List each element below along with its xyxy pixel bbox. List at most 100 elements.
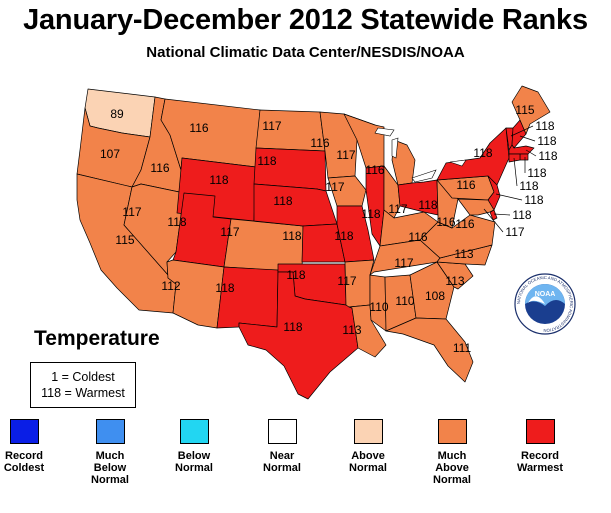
state-fl <box>385 317 474 383</box>
state-rank-ar: 117 <box>337 274 356 288</box>
leader-line-vt <box>510 125 534 137</box>
state-ct <box>508 153 521 163</box>
state-rank-nc: 113 <box>454 247 473 261</box>
state-me <box>511 85 551 135</box>
legend-label: Record Warmest <box>516 450 564 474</box>
state-rank-ga: 108 <box>425 289 445 303</box>
rank-key-coldest: 1 = Coldest <box>51 370 115 384</box>
state-rank-or: 107 <box>100 147 120 161</box>
rank-key-box: 1 = Coldest 118 = Warmest <box>30 362 136 408</box>
state-ms <box>369 274 387 332</box>
state-rank-in: 117 <box>388 202 407 216</box>
legend-swatch <box>353 419 383 444</box>
legend-label: Much Above Normal <box>433 450 471 486</box>
state-rank-tx: 118 <box>283 320 302 334</box>
great-lake <box>391 137 399 159</box>
legend: Record Coldest Much Below Normal Below Nor… <box>0 419 611 513</box>
state-nh <box>511 119 527 149</box>
state-rank-nj: 118 <box>524 193 543 207</box>
state-rank-ne: 118 <box>273 194 292 208</box>
state-rank-de: 118 <box>512 208 531 222</box>
legend-item: Much Above Normal <box>412 419 492 486</box>
legend-item: Record Coldest <box>0 419 64 474</box>
panel-title: Temperature <box>34 327 160 350</box>
legend-swatch <box>179 419 209 444</box>
state-ri <box>519 153 529 161</box>
leader-line-ct <box>513 157 518 187</box>
state-rank-ut: 118 <box>167 215 186 229</box>
legend-item: Below Normal <box>154 419 234 474</box>
state-rank-wi: 117 <box>336 148 355 162</box>
state-rank-va: 116 <box>455 217 474 231</box>
page-subtitle: National Climatic Data Center/NESDIS/NOA… <box>146 44 465 61</box>
state-rank-ca: 115 <box>115 233 134 247</box>
legend-label: Below Normal <box>175 450 213 474</box>
legend-item: Record Warmest <box>500 419 580 474</box>
state-rank-ky: 116 <box>408 230 427 244</box>
state-rank-al: 110 <box>395 294 414 308</box>
state-in <box>383 165 401 219</box>
legend-swatch <box>9 419 39 444</box>
state-rank-me: 115 <box>515 103 534 117</box>
state-rank-mi: 116 <box>365 163 384 177</box>
leader-line-de <box>493 213 511 216</box>
leader-line-md <box>483 208 504 233</box>
leader-line-nj <box>495 193 523 201</box>
state-nm <box>216 266 279 329</box>
great-lake <box>411 169 437 183</box>
state-rank-mn: 116 <box>310 136 329 150</box>
state-rank-wv: 116 <box>436 215 455 229</box>
state-rank-ct: 118 <box>519 179 538 193</box>
state-rank-wa: 89 <box>110 107 124 121</box>
state-rank-ia: 117 <box>325 180 344 194</box>
state-ga <box>409 261 455 320</box>
great-lake <box>374 127 395 137</box>
state-nc <box>436 244 493 266</box>
state-rank-ms: 110 <box>369 300 388 314</box>
state-rank-co: 117 <box>220 225 239 239</box>
state-rank-id: 116 <box>150 161 169 175</box>
state-rank-ok: 118 <box>286 268 305 282</box>
state-tx <box>238 271 359 400</box>
page-title: January-December 2012 Statewide Ranks <box>23 4 588 36</box>
legend-item: Near Normal <box>242 419 322 474</box>
state-rank-mo: 118 <box>334 229 353 243</box>
legend-label: Much Below Normal <box>91 450 129 486</box>
state-rank-nd: 117 <box>262 119 281 133</box>
noaa-logo-text: NOAA <box>535 291 556 298</box>
rank-key-warmest: 118 = Warmest <box>41 386 125 400</box>
state-ia <box>327 175 367 207</box>
legend-swatch <box>95 419 125 444</box>
state-rank-nh: 118 <box>537 134 556 148</box>
state-rank-md: 117 <box>505 225 524 239</box>
state-rank-sc: 113 <box>445 274 464 288</box>
state-rank-nv: 117 <box>122 205 141 219</box>
legend-swatch <box>437 419 467 444</box>
leader-line-ma <box>525 149 537 157</box>
state-md <box>457 198 495 216</box>
legend-swatch <box>525 419 555 444</box>
state-rank-ri: 118 <box>527 166 546 180</box>
leader-line-nh <box>519 135 536 142</box>
state-rank-la: 113 <box>342 323 361 337</box>
state-rank-ma: 118 <box>538 149 557 163</box>
state-rank-oh: 118 <box>418 198 437 212</box>
state-rank-tn: 117 <box>394 256 413 270</box>
legend-label: Record Coldest <box>3 450 45 474</box>
state-rank-il: 118 <box>361 207 380 221</box>
state-rank-nm: 118 <box>215 281 234 295</box>
state-rank-pa: 116 <box>456 178 475 192</box>
legend-item: Much Below Normal <box>70 419 150 486</box>
state-rank-fl: 111 <box>453 341 472 355</box>
state-rank-vt: 118 <box>535 119 554 133</box>
state-rank-wy: 118 <box>209 173 228 187</box>
state-rank-sd: 118 <box>257 154 276 168</box>
state-rank-ks: 118 <box>282 229 301 243</box>
noaa-logo: NATIONAL OCEANIC AND ATMOSPHERIC ADMINIS… <box>514 273 576 335</box>
legend-item: Above Normal <box>328 419 408 474</box>
legend-label: Above Normal <box>349 450 387 474</box>
state-rank-mt: 116 <box>189 121 208 135</box>
state-rank-ny: 118 <box>473 146 492 160</box>
legend-label: Near Normal <box>263 450 301 474</box>
